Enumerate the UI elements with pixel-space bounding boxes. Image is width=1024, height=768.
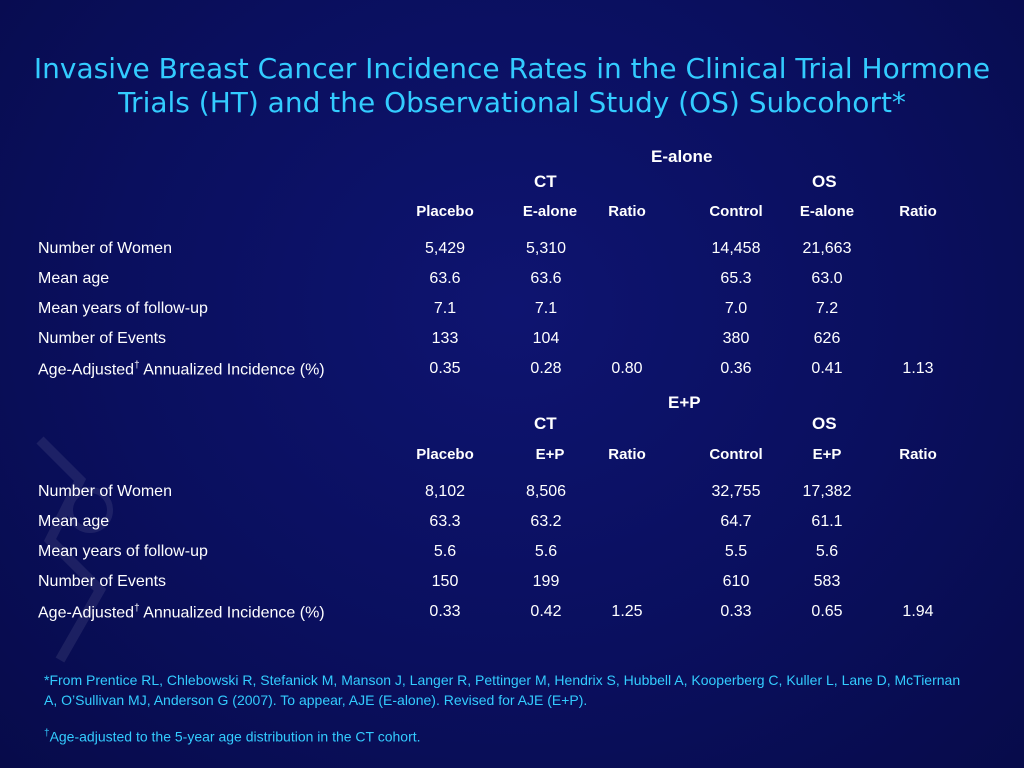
table-cell: 583 [813, 573, 841, 590]
table-cell: 8,102 [424, 483, 466, 500]
table-cell: 380 [722, 330, 750, 347]
ep-row-label: Number of Women [38, 483, 172, 500]
table-cell: 1.94 [902, 603, 934, 620]
slide-title: Invasive Breast Cancer Incidence Rates i… [0, 52, 1024, 120]
ealone-row-label: Number of Events [38, 330, 167, 347]
table-cell: 63.2 [530, 513, 562, 530]
ealone-row-label: Number of Women [38, 240, 172, 257]
table-cell: 61.1 [811, 513, 843, 530]
table-cell: 63.3 [429, 513, 461, 530]
table-cell: 5.6 [534, 543, 558, 560]
ep-col-control: Control [709, 446, 763, 463]
table-cell: 14,458 [711, 240, 761, 257]
table-cell: 7.2 [815, 300, 839, 317]
table-cell: 1.13 [902, 360, 934, 377]
ep-section-header: E+P [668, 393, 701, 412]
label-text: Annualized Incidence (%) [139, 361, 325, 379]
ealone-ct-header: CT [534, 172, 557, 191]
table-cell: 0.80 [611, 360, 643, 377]
dagger-mark: † [44, 728, 50, 739]
title-line-2: Trials (HT) and the Observational Study … [118, 86, 906, 119]
table-cell: 65.3 [720, 270, 752, 287]
label-text: Annualized Incidence (%) [139, 604, 325, 622]
ealone-col-ealone-os: E-alone [799, 203, 855, 220]
table-cell: 626 [813, 330, 841, 347]
table-cell: 63.6 [429, 270, 461, 287]
ealone-col-ealone-ct: E-alone [522, 203, 578, 220]
table-cell: 32,755 [711, 483, 761, 500]
ep-os-header: OS [812, 414, 837, 433]
ealone-os-header: OS [812, 172, 837, 191]
table-cell: 5.6 [433, 543, 457, 560]
table-cell: 0.42 [530, 603, 562, 620]
title-line-1: Invasive Breast Cancer Incidence Rates i… [33, 52, 991, 85]
ep-col-ep-os: E+P [812, 446, 842, 463]
table-cell: 610 [722, 573, 750, 590]
label-text: Age-Adjusted [38, 604, 135, 622]
dagger-footnote-text: Age-adjusted to the 5-year age distribut… [49, 728, 421, 745]
table-cell: 5,429 [424, 240, 466, 257]
dagger-mark: † [134, 603, 140, 614]
table-cell: 21,663 [802, 240, 852, 257]
table-cell: 64.7 [720, 513, 752, 530]
ep-col-ratio-ct: Ratio [608, 446, 646, 463]
table-cell: 7.1 [433, 300, 457, 317]
table-cell: 150 [431, 573, 459, 590]
table-cell: 63.6 [530, 270, 562, 287]
table-cell: 0.65 [811, 603, 843, 620]
ealone-col-ratio-ct: Ratio [608, 203, 646, 220]
background-watermark [36, 436, 113, 663]
table-cell: 5,310 [525, 240, 567, 257]
table-cell: 104 [532, 330, 560, 347]
ep-row-label: Number of Events [38, 573, 167, 590]
dagger-mark: † [134, 360, 140, 371]
reference-footnote: *From Prentice RL, Chlebowski R, Stefani… [44, 672, 961, 708]
ep-col-ratio-os: Ratio [899, 446, 937, 463]
ep-row-label: Mean years of follow-up [38, 543, 208, 560]
ealone-col-control: Control [709, 203, 763, 220]
table-cell: 1.25 [611, 603, 643, 620]
ealone-col-ratio-os: Ratio [899, 203, 937, 220]
table-cell: 0.28 [530, 360, 562, 377]
table-cell: 0.33 [720, 603, 752, 620]
table-cell: 0.36 [720, 360, 752, 377]
table-cell: 0.41 [811, 360, 843, 377]
table-cell: 17,382 [802, 483, 852, 500]
ealone-section-header: E-alone [651, 147, 713, 166]
label-text: Age-Adjusted [38, 361, 135, 379]
ep-ct-header: CT [534, 414, 557, 433]
table-cell: 0.35 [429, 360, 461, 377]
ealone-row-label: Age-Adjusted† Annualized Incidence (%) [38, 360, 325, 379]
dagger-footnote: †Age-adjusted to the 5-year age distribu… [44, 724, 974, 747]
table-cell: 7.1 [534, 300, 558, 317]
table-cell: 0.33 [429, 603, 461, 620]
table-cell: 7.0 [724, 300, 748, 317]
table-cell: 5.6 [815, 543, 839, 560]
ealone-col-placebo: Placebo [416, 203, 474, 220]
table-cell: 199 [532, 573, 560, 590]
table-cell: 5.5 [724, 543, 748, 560]
ep-row-label: Mean age [38, 513, 110, 530]
table-cell: 133 [431, 330, 459, 347]
ealone-row-label: Mean age [38, 270, 110, 287]
ep-col-ep-ct: E+P [535, 446, 565, 463]
ep-col-placebo: Placebo [416, 446, 474, 463]
ealone-row-label: Mean years of follow-up [38, 300, 208, 317]
table-cell: 63.0 [811, 270, 843, 287]
table-cell: 8,506 [525, 483, 567, 500]
ep-row-label: Age-Adjusted† Annualized Incidence (%) [38, 603, 325, 622]
